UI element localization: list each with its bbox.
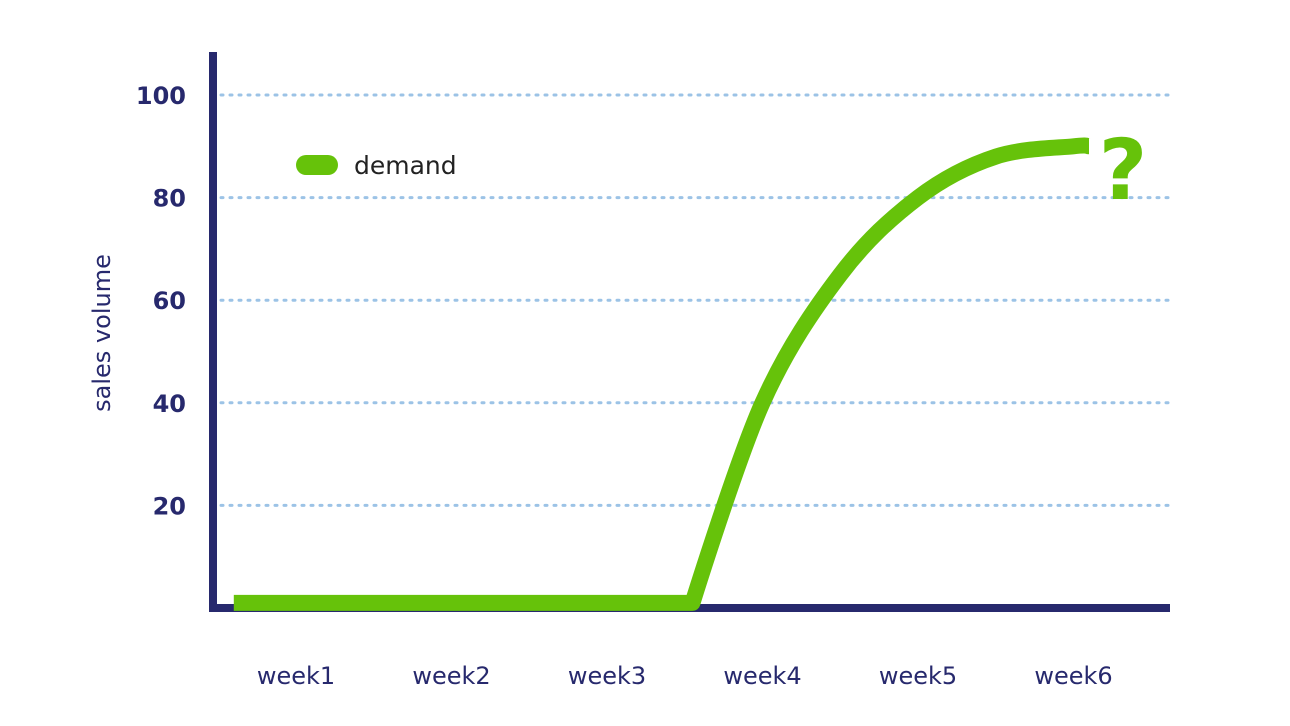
question-mark-annotation: ? <box>1099 121 1148 219</box>
y-tick-label-40: 40 <box>153 390 186 418</box>
y-tick-label-100: 100 <box>136 82 186 110</box>
demand-series-line <box>233 137 1091 611</box>
y-tick-labels: 20 40 60 80 100 <box>136 82 186 520</box>
x-tick-label-week2: week2 <box>412 662 490 690</box>
y-axis-label: sales volume <box>88 254 116 412</box>
y-tick-label-80: 80 <box>153 185 186 213</box>
grid-lines <box>219 93 1172 507</box>
x-tick-label-week5: week5 <box>879 662 957 690</box>
x-tick-labels: week1 week2 week3 week4 week5 week6 <box>257 662 1113 690</box>
legend: demand <box>296 151 457 180</box>
y-tick-label-20: 20 <box>153 492 186 520</box>
y-tick-label-60: 60 <box>153 287 186 315</box>
x-tick-label-week6: week6 <box>1034 662 1112 690</box>
x-tick-label-week4: week4 <box>723 662 801 690</box>
x-tick-label-week1: week1 <box>257 662 335 690</box>
x-tick-label-week3: week3 <box>568 662 646 690</box>
legend-swatch-demand <box>296 155 338 175</box>
legend-label-demand: demand <box>354 151 457 180</box>
